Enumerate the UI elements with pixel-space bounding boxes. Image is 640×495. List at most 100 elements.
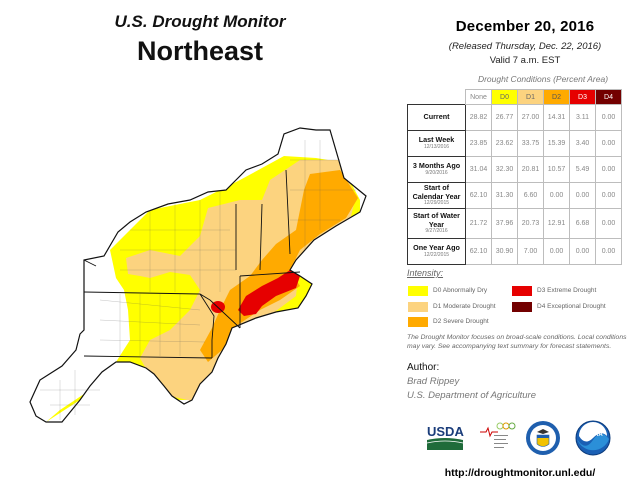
cell-d2: 14.31 — [543, 104, 570, 131]
row-date: 12/22/2015 — [423, 251, 450, 258]
cell-d4: 0.00 — [595, 208, 622, 239]
cell-d4: 0.00 — [595, 238, 622, 265]
cell-d1: 6.60 — [517, 182, 544, 209]
row-date: 9/27/2016 — [425, 227, 448, 234]
legend-label: D1 Moderate Drought — [433, 303, 496, 310]
cell-none: 21.72 — [465, 208, 492, 239]
legend-item-d4: D4 Exceptional Drought — [512, 301, 606, 312]
map-date: December 20, 2016 — [455, 18, 595, 35]
cell-d2: 12.91 — [543, 208, 570, 239]
cell-d3: 3.40 — [569, 130, 596, 157]
legend-item-d3: D3 Extreme Drought — [512, 285, 596, 296]
legend-item-d2: D2 Severe Drought — [408, 316, 489, 327]
legend-swatch-d2 — [408, 316, 428, 327]
cell-none: 62.10 — [465, 238, 492, 265]
row-label: Last Week 12/13/2016 — [407, 130, 466, 157]
cell-d3: 6.68 — [569, 208, 596, 239]
legend-swatch-d4 — [512, 301, 532, 312]
cell-d3: 3.11 — [569, 104, 596, 131]
legend-swatch-d0 — [408, 285, 428, 296]
col-d0: D0 — [491, 89, 518, 105]
cell-d3: 0.00 — [569, 238, 596, 265]
ndmc-logo-icon — [480, 422, 516, 448]
col-none: None — [465, 89, 492, 105]
legend-swatch-d3 — [512, 285, 532, 296]
table-row: Start of Calendar Year 12/29/2015 62.10 3… — [407, 182, 622, 209]
cell-d1: 20.73 — [517, 208, 544, 239]
table-caption: Drought Conditions (Percent Area) — [477, 74, 609, 84]
drought-conditions-table: None D0 D1 D2 D3 D4 Current 28.82 26.77 … — [407, 89, 622, 265]
row-date: 9/20/2016 — [425, 169, 448, 176]
cell-d2: 10.57 — [543, 156, 570, 183]
row-label-text: Last Week — [418, 135, 455, 145]
row-label-text: Start of Water Year — [413, 211, 460, 229]
commerce-seal-icon — [526, 421, 560, 455]
row-label-text: 3 Months Ago — [412, 161, 461, 171]
website-url[interactable]: http://droughtmonitor.unl.edu/ — [444, 467, 596, 479]
legend-item-d0: D0 Abnormally Dry — [408, 285, 487, 296]
cell-d0: 30.90 — [491, 238, 518, 265]
legend-label: D3 Extreme Drought — [537, 287, 597, 294]
cell-d1: 7.00 — [517, 238, 544, 265]
cell-d3: 0.00 — [569, 182, 596, 209]
cell-d4: 0.00 — [595, 104, 622, 131]
row-label: Start of Calendar Year 12/29/2015 — [407, 182, 466, 209]
release-date: (Released Thursday, Dec. 22, 2016) — [448, 41, 602, 52]
author-name: Brad Rippey — [407, 376, 460, 387]
valid-time: Valid 7 a.m. EST — [489, 55, 561, 66]
legend-swatch-d1 — [408, 301, 428, 312]
author-heading: Author: — [407, 362, 440, 373]
cell-d2: 15.39 — [543, 130, 570, 157]
legend-title: Intensity: — [407, 268, 444, 278]
row-date: 12/29/2015 — [423, 199, 450, 206]
author-org: U.S. Department of Agriculture — [407, 390, 537, 401]
table-header-row: None D0 D1 D2 D3 D4 — [407, 89, 622, 105]
cell-d2: 0.00 — [543, 238, 570, 265]
cell-d0: 23.62 — [491, 130, 518, 157]
legend-label: D4 Exceptional Drought — [537, 303, 606, 310]
cell-d2: 0.00 — [543, 182, 570, 209]
table-row: Last Week 12/13/2016 23.85 23.62 33.75 15… — [407, 130, 622, 157]
cell-d4: 0.00 — [595, 130, 622, 157]
cell-d0: 31.30 — [491, 182, 518, 209]
row-date: 12/13/2016 — [423, 143, 450, 150]
row-label: 3 Months Ago 9/20/2016 — [407, 156, 466, 183]
cell-d0: 32.30 — [491, 156, 518, 183]
cell-none: 62.10 — [465, 182, 492, 209]
cell-d1: 33.75 — [517, 130, 544, 157]
cell-d1: 20.81 — [517, 156, 544, 183]
table-row: Start of Water Year 9/27/2016 21.72 37.96… — [407, 208, 622, 239]
table-row: One Year Ago 12/22/2015 62.10 30.90 7.00 … — [407, 238, 622, 265]
disclaimer-note: The Drought Monitor focuses on broad-sca… — [407, 334, 627, 350]
cell-none: 28.82 — [465, 104, 492, 131]
row-label-text: Current — [423, 112, 450, 122]
cell-d1: 27.00 — [517, 104, 544, 131]
cell-d4: 0.00 — [595, 182, 622, 209]
legend-label: D2 Severe Drought — [433, 318, 489, 325]
col-d4: D4 — [595, 89, 622, 105]
noaa-logo-icon: NOAA — [575, 420, 611, 456]
col-d2: D2 — [543, 89, 570, 105]
row-label: Current — [407, 104, 466, 131]
region-title: Northeast — [136, 36, 264, 66]
row-label-text: Start of Calendar Year — [412, 183, 461, 201]
cell-d0: 26.77 — [491, 104, 518, 131]
col-d1: D1 — [517, 89, 544, 105]
header-blank — [407, 89, 466, 105]
cell-d4: 0.00 — [595, 156, 622, 183]
col-d3: D3 — [569, 89, 596, 105]
map-title: U.S. Drought Monitor — [114, 12, 286, 31]
usda-logo-icon: USDA — [426, 424, 464, 450]
cell-d0: 37.96 — [491, 208, 518, 239]
cell-none: 23.85 — [465, 130, 492, 157]
row-label: One Year Ago 12/22/2015 — [407, 238, 466, 265]
legend-item-d1: D1 Moderate Drought — [408, 301, 496, 312]
legend-label: D0 Abnormally Dry — [433, 287, 488, 294]
table-row: Current 28.82 26.77 27.00 14.31 3.11 0.0… — [407, 104, 622, 131]
drought-map — [29, 127, 367, 423]
svg-text:NOAA: NOAA — [585, 432, 603, 438]
table-row: 3 Months Ago 9/20/2016 31.04 32.30 20.81 … — [407, 156, 622, 183]
svg-text:USDA: USDA — [427, 424, 464, 439]
row-label-text: One Year Ago — [413, 243, 460, 253]
cell-none: 31.04 — [465, 156, 492, 183]
